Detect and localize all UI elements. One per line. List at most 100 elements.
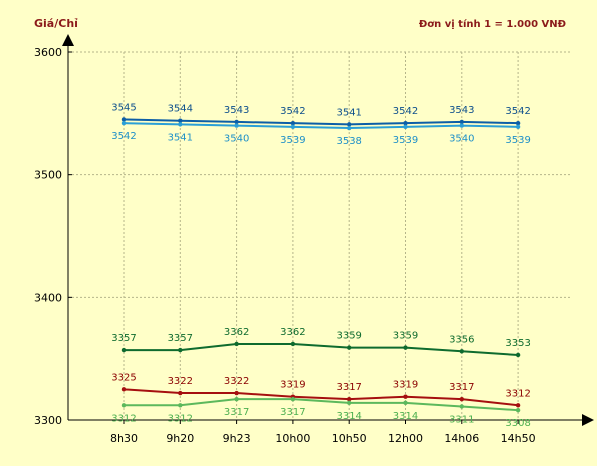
series-line bbox=[124, 342, 519, 356]
data-label: 3542 bbox=[111, 131, 136, 142]
data-label: 3314 bbox=[336, 411, 361, 422]
data-label: 3362 bbox=[280, 327, 305, 338]
series-line bbox=[123, 118, 519, 126]
data-label: 3312 bbox=[111, 413, 136, 424]
y-tick-label: 3600 bbox=[34, 46, 62, 59]
y-axis-arrow-icon bbox=[62, 34, 74, 46]
y-tick-label: 3400 bbox=[34, 291, 62, 304]
data-label: 3541 bbox=[168, 132, 193, 143]
data-label: 3317 bbox=[449, 382, 474, 393]
data-point bbox=[515, 352, 521, 358]
data-label: 3325 bbox=[111, 372, 136, 383]
data-label: 3541 bbox=[336, 107, 361, 118]
data-point bbox=[515, 120, 521, 126]
data-label: 3543 bbox=[224, 105, 249, 116]
data-label: 3311 bbox=[449, 415, 474, 426]
data-point bbox=[403, 400, 408, 406]
data-label: 3312 bbox=[505, 388, 530, 399]
data-point bbox=[178, 403, 183, 408]
x-tick-label: 8h30 bbox=[110, 432, 138, 445]
data-label: 3357 bbox=[111, 333, 136, 344]
data-label: 3308 bbox=[505, 418, 530, 429]
data-point bbox=[459, 404, 464, 409]
data-label: 3317 bbox=[224, 407, 249, 418]
data-point bbox=[403, 345, 408, 350]
data-label: 3538 bbox=[336, 136, 361, 147]
data-point bbox=[121, 387, 127, 392]
data-label: 3543 bbox=[449, 105, 474, 116]
series-layer bbox=[121, 117, 521, 413]
data-point bbox=[234, 341, 239, 347]
data-point bbox=[459, 119, 464, 125]
y-tick-labels: 3300 3400 3500 3600 bbox=[34, 46, 72, 427]
x-tick-label: 9h20 bbox=[166, 432, 194, 445]
data-label: 3356 bbox=[449, 334, 474, 345]
data-label: 3312 bbox=[168, 413, 193, 424]
data-label: 3322 bbox=[224, 376, 249, 387]
x-axis-arrow-icon bbox=[582, 414, 594, 426]
data-point bbox=[347, 125, 352, 131]
data-point bbox=[459, 396, 464, 402]
data-labels: 3545 3544 3543 3542 3541 3542 3543 3542 3542 3541… bbox=[111, 102, 531, 429]
data-label: 3544 bbox=[168, 104, 193, 115]
data-point bbox=[234, 119, 239, 125]
data-label: 3319 bbox=[280, 380, 305, 391]
data-label: 3359 bbox=[336, 331, 361, 342]
data-label: 3540 bbox=[224, 134, 249, 145]
data-point bbox=[290, 396, 296, 402]
data-point bbox=[178, 122, 183, 127]
data-point bbox=[234, 390, 239, 396]
data-point bbox=[459, 349, 464, 354]
x-tick-label: 10h00 bbox=[275, 432, 310, 445]
grid-lines bbox=[68, 51, 570, 420]
data-label: 3542 bbox=[505, 106, 530, 117]
data-point bbox=[290, 124, 296, 130]
data-point bbox=[178, 118, 183, 123]
data-label: 3539 bbox=[505, 135, 530, 146]
data-point bbox=[515, 407, 521, 413]
x-tick-label: 9h23 bbox=[223, 432, 251, 445]
data-point bbox=[347, 122, 352, 127]
data-point bbox=[234, 396, 239, 402]
series-line bbox=[123, 122, 519, 130]
x-tick-label: 12h00 bbox=[388, 432, 423, 445]
data-label: 3539 bbox=[393, 135, 418, 146]
data-point bbox=[121, 347, 127, 353]
x-tick-labels: 8h30 9h20 9h23 10h00 10h50 12h00 14h06 14h50 bbox=[110, 420, 536, 445]
data-label: 3540 bbox=[449, 134, 474, 145]
data-point bbox=[347, 400, 352, 406]
data-point bbox=[234, 123, 239, 128]
data-point bbox=[403, 120, 408, 126]
data-label: 3359 bbox=[393, 331, 418, 342]
data-point bbox=[290, 120, 296, 126]
x-tick-label: 14h50 bbox=[501, 432, 536, 445]
data-point bbox=[403, 394, 408, 399]
data-point bbox=[121, 403, 127, 408]
data-point bbox=[178, 390, 183, 396]
data-point bbox=[290, 341, 296, 347]
data-label: 3539 bbox=[280, 135, 305, 146]
data-point bbox=[347, 345, 352, 350]
data-label: 3542 bbox=[393, 106, 418, 117]
data-label: 3322 bbox=[168, 376, 193, 387]
data-point bbox=[121, 117, 127, 122]
x-tick-label: 10h50 bbox=[332, 432, 367, 445]
data-label: 3314 bbox=[393, 411, 418, 422]
data-point bbox=[121, 120, 127, 126]
data-point bbox=[459, 123, 464, 128]
data-point bbox=[347, 396, 352, 402]
y-tick-label: 3300 bbox=[34, 414, 62, 427]
data-label: 3542 bbox=[280, 106, 305, 117]
data-point bbox=[178, 347, 183, 353]
chart-axes bbox=[62, 34, 594, 426]
data-label: 3353 bbox=[505, 338, 530, 349]
data-point bbox=[515, 124, 521, 130]
series-line bbox=[124, 398, 519, 412]
y-axis-unit-label: Giá/Chỉ bbox=[34, 17, 78, 30]
data-label: 3362 bbox=[224, 327, 249, 338]
data-label: 3545 bbox=[111, 102, 136, 113]
data-label: 3317 bbox=[336, 382, 361, 393]
unit-note: Đơn vị tính 1 = 1.000 VNĐ bbox=[419, 18, 566, 30]
series-line bbox=[123, 388, 519, 407]
